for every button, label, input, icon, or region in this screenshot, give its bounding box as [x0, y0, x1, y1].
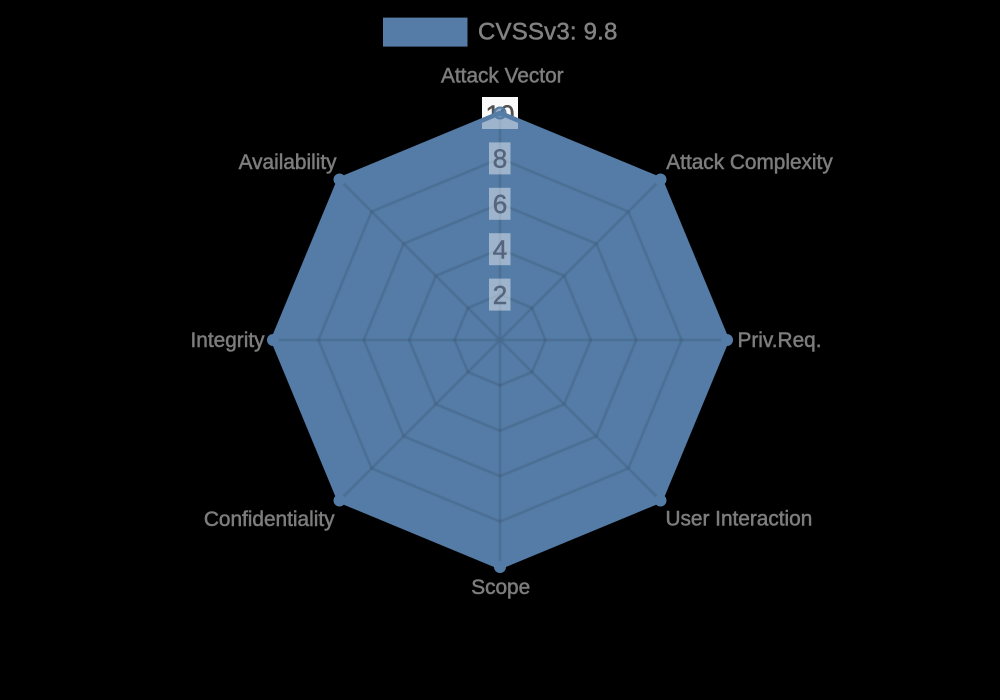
svg-text:2: 2 — [493, 280, 507, 310]
svg-text:4: 4 — [493, 234, 507, 264]
svg-text:Priv.Req.: Priv.Req. — [738, 329, 822, 352]
svg-text:8: 8 — [493, 144, 507, 174]
svg-text:User Interaction: User Interaction — [666, 508, 813, 531]
svg-text:Integrity: Integrity — [191, 329, 266, 352]
svg-text:6: 6 — [493, 189, 507, 219]
svg-text:Scope: Scope — [471, 576, 530, 599]
svg-text:Confidentiality: Confidentiality — [204, 508, 335, 531]
svg-text:CVSSv3: 9.8: CVSSv3: 9.8 — [478, 18, 618, 45]
svg-text:Availability: Availability — [239, 151, 337, 174]
svg-text:Attack Vector: Attack Vector — [441, 64, 564, 87]
svg-text:Attack Complexity: Attack Complexity — [666, 151, 833, 174]
